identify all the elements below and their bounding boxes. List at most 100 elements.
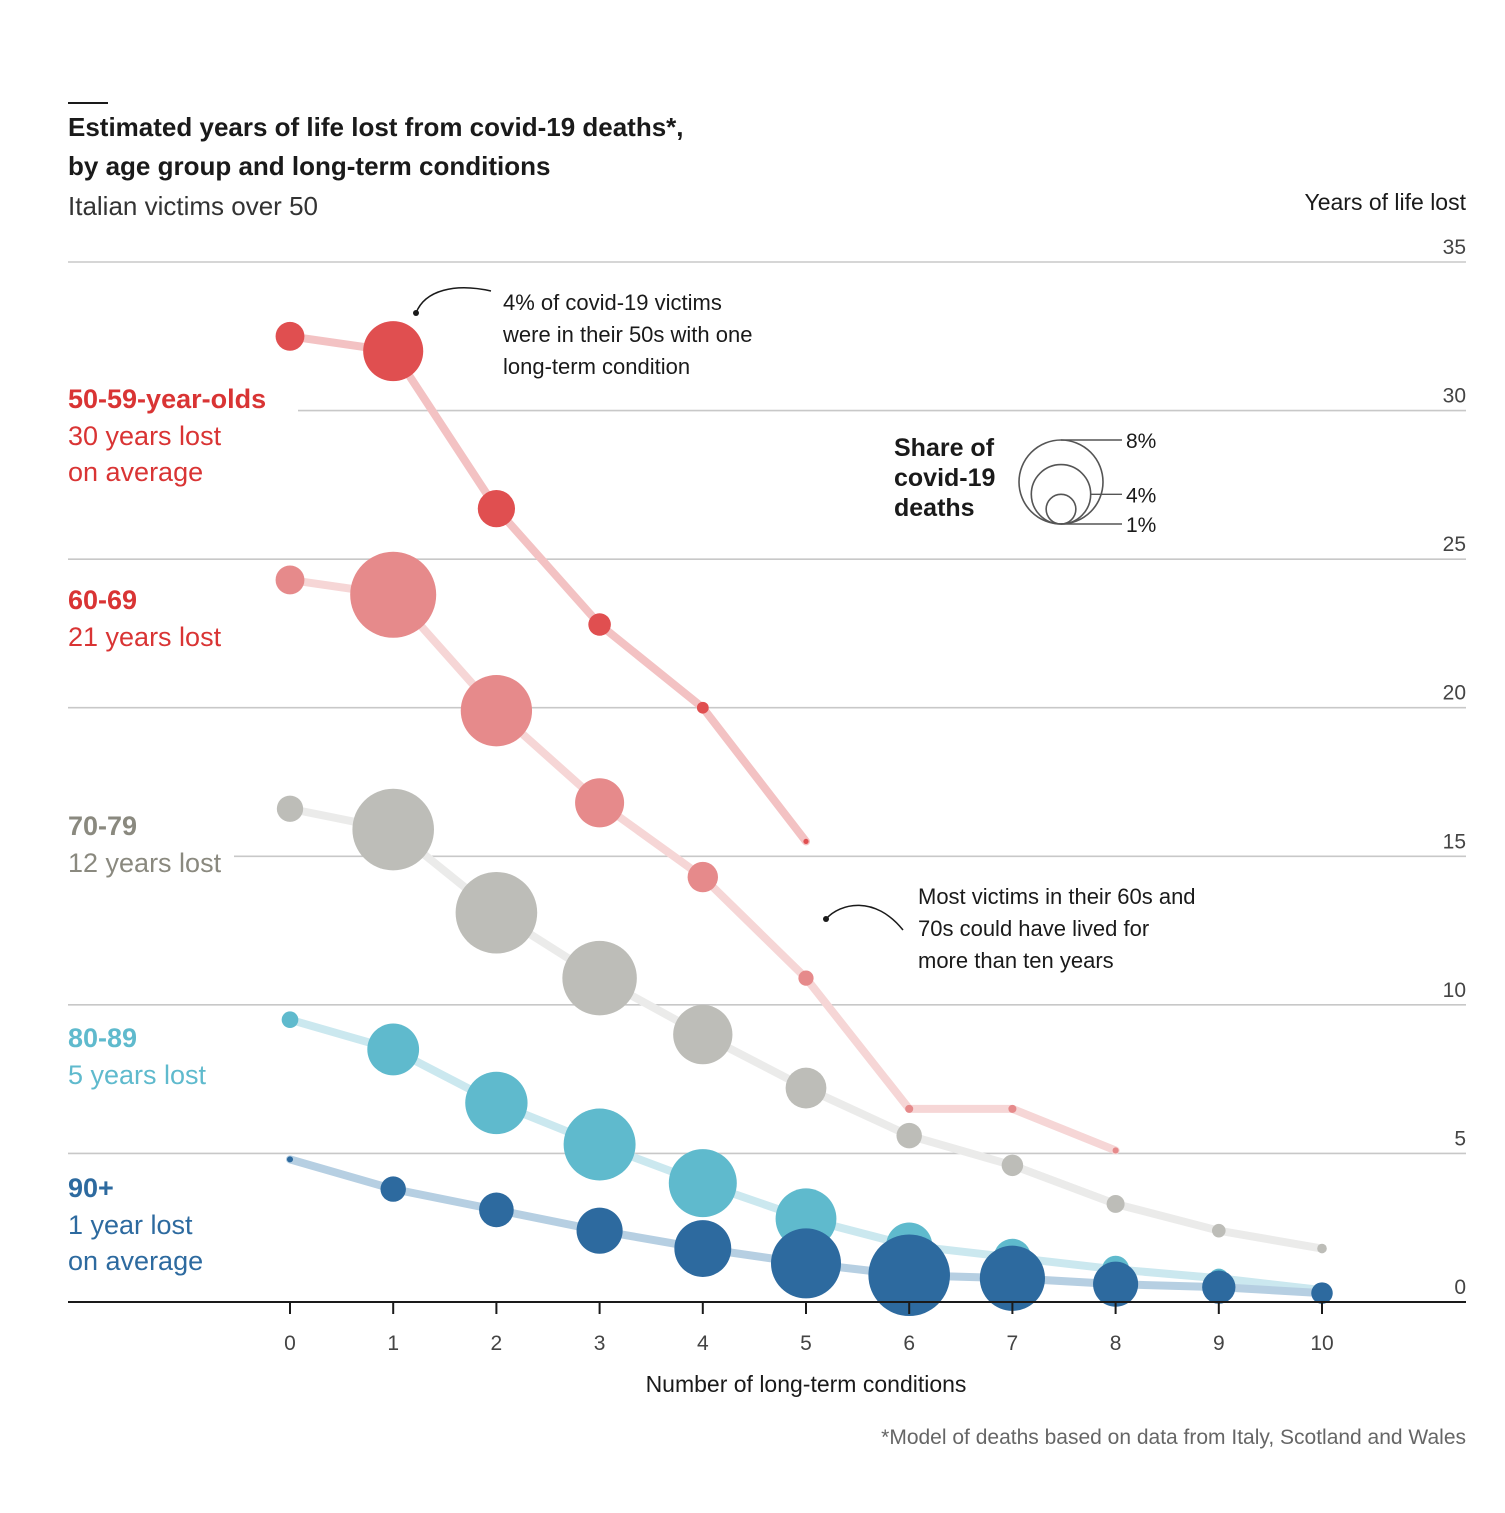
group-label-head-3: 80-89: [68, 1023, 137, 1053]
bubble-2-2: [455, 871, 538, 954]
group-label-head-0: 50-59-year-olds: [68, 384, 266, 414]
bubble-4-8: [1093, 1261, 1139, 1307]
bubble-1-5: [798, 970, 814, 986]
annotation-60s-line-1: Most victims in their 60s and: [918, 884, 1196, 909]
y-axis-label: Years of life lost: [1304, 189, 1466, 215]
bubble-3-0: [281, 1011, 299, 1029]
annotation-50s: 4% of covid-19 victims were in their 50s…: [413, 287, 752, 379]
y-tick-label-20: 20: [1443, 682, 1466, 705]
x-tick-label-0: 0: [284, 1332, 296, 1355]
bubble-4-3: [576, 1207, 623, 1254]
group-label-head-4: 90+: [68, 1173, 114, 1203]
y-tick-label-30: 30: [1443, 385, 1466, 408]
bubble-3-3: [563, 1108, 636, 1181]
bubble-1-1: [350, 551, 437, 638]
y-tick-label-10: 10: [1443, 979, 1466, 1002]
series-bubbles: [275, 321, 1333, 1317]
gridlines: [68, 261, 1466, 1155]
x-tick-label-3: 3: [594, 1332, 606, 1355]
y-tick-label-15: 15: [1443, 830, 1466, 853]
y-tick-labels: 0 5 10 15 20 25 30 35: [1443, 236, 1466, 1299]
y-tick-label-35: 35: [1443, 236, 1466, 259]
series-line-2: [286, 804, 1326, 1253]
legend-title-line-1: Share of: [894, 434, 995, 462]
group-label-line-4-1: on average: [68, 1246, 203, 1276]
chart-title-line-1: Estimated years of life lost from covid-…: [68, 112, 684, 142]
bubble-2-0: [276, 795, 304, 822]
legend-circle-8: [1018, 439, 1104, 525]
y-tick-label-25: 25: [1443, 533, 1466, 556]
annotation-60s-70s: Most victims in their 60s and 70s could …: [823, 884, 1196, 973]
y-tick-label-0: 0: [1454, 1276, 1466, 1299]
group-label-line-1-0: 21 years lost: [68, 622, 222, 652]
bubble-0-5: [803, 838, 809, 845]
x-tick-label-1: 1: [387, 1332, 399, 1355]
annotation-50s-dot: [413, 310, 419, 316]
x-tick-label-4: 4: [697, 1332, 709, 1355]
legend-title-line-3: deaths: [894, 494, 975, 522]
x-tick-label-10: 10: [1310, 1332, 1333, 1355]
series-lines: [286, 332, 1326, 1298]
footnote: *Model of deaths based on data from Ital…: [881, 1426, 1466, 1449]
chart-subtitle: Italian victims over 50: [68, 191, 318, 221]
group-label-head-1: 60-69: [68, 585, 137, 615]
bubble-1-3: [575, 778, 625, 828]
bubble-0-2: [477, 490, 516, 528]
bubble-4-9: [1202, 1270, 1236, 1304]
group-labels: 50-59-year-olds 30 years lost on average 60…: [68, 384, 266, 1276]
annotation-50s-line-3: long-term condition: [503, 354, 690, 379]
legend-circle-1: [1045, 493, 1077, 525]
bubble-0-1: [363, 321, 424, 382]
x-tick-label-7: 7: [1007, 1332, 1019, 1355]
x-tick-label-9: 9: [1213, 1332, 1225, 1355]
bubble-4-4: [674, 1220, 732, 1277]
bubble-0-0: [275, 321, 305, 351]
annotation-50s-line-2: were in their 50s with one: [502, 322, 752, 347]
group-label-line-2-0: 12 years lost: [68, 848, 222, 878]
legend-label-8: 8%: [1126, 430, 1156, 453]
bubble-4-7: [979, 1245, 1046, 1311]
bubble-1-6: [905, 1104, 914, 1113]
bubble-1-2: [460, 675, 533, 747]
bubble-2-10: [1317, 1243, 1327, 1254]
group-label-line-0-1: on average: [68, 457, 203, 487]
group-label-line-3-0: 5 years lost: [68, 1060, 207, 1090]
bubble-2-4: [673, 1004, 733, 1065]
annotation-60s-line-2: 70s could have lived for: [918, 916, 1149, 941]
x-axis-label: Number of long-term conditions: [646, 1371, 967, 1397]
bubble-2-9: [1212, 1223, 1226, 1238]
bubble-0-3: [588, 613, 611, 636]
x-tick-label-8: 8: [1110, 1332, 1122, 1355]
bubble-1-8: [1112, 1147, 1119, 1154]
bubble-2-5: [785, 1067, 827, 1109]
bubble-2-1: [352, 788, 434, 871]
bubble-3-1: [367, 1023, 420, 1076]
bubble-4-1: [380, 1176, 406, 1202]
bubble-2-6: [896, 1122, 922, 1149]
group-label-head-2: 70-79: [68, 811, 137, 841]
bubble-4-0: [286, 1156, 294, 1163]
x-axis: 0 1 2 3 4 5 6 7 8 9 10: [68, 1301, 1466, 1355]
bubble-4-5: [771, 1228, 841, 1299]
bubble-1-0: [275, 565, 305, 595]
group-label-line-0-0: 30 years lost: [68, 421, 222, 451]
legend-label-1: 1%: [1126, 514, 1156, 537]
legend-label-4: 4%: [1126, 484, 1156, 507]
annotation-60s-line-3: more than ten years: [918, 948, 1114, 973]
bubble-4-2: [479, 1192, 514, 1228]
bubble-2-7: [1001, 1154, 1024, 1177]
annotation-50s-line-1: 4% of covid-19 victims: [503, 290, 722, 315]
bubble-2-3: [562, 940, 637, 1016]
annotation-50s-leader: [415, 287, 492, 314]
bubble-0-4: [696, 701, 709, 714]
bubble-1-4: [687, 861, 719, 893]
chart-title-line-2: by age group and long-term conditions: [68, 151, 550, 181]
y-tick-label-5: 5: [1454, 1127, 1466, 1150]
bubble-4-10: [1311, 1282, 1333, 1304]
size-legend: Share of covid-19 deaths 8% 4% 1%: [894, 430, 1156, 537]
x-tick-label-6: 6: [903, 1332, 915, 1355]
bubble-3-2: [465, 1071, 528, 1135]
bubble-4-6: [868, 1234, 950, 1317]
annotation-60s-dot: [823, 916, 829, 922]
